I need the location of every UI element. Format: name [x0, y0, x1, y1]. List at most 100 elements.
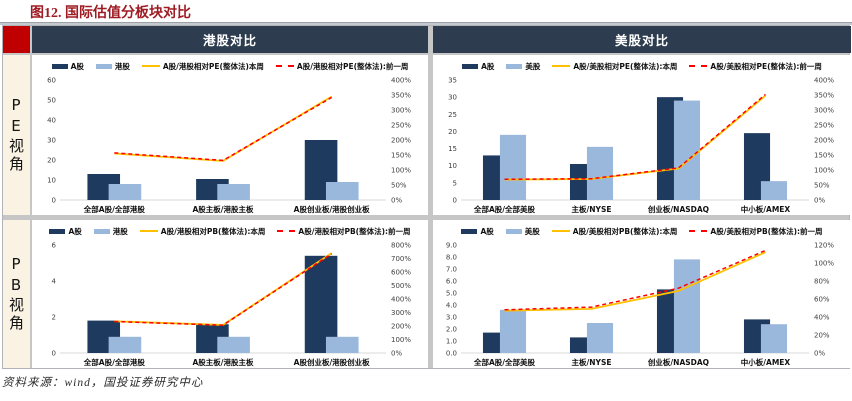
legend-label: A股/美股相对PE(整体法):前一周 [710, 61, 822, 71]
legend-label: A股 [481, 61, 495, 71]
legend-line-swatch [141, 65, 160, 67]
left-axis-tick: 0.0 [446, 350, 457, 358]
chart-legend: A股 港股 A股/港股相对PB(整体法):本周 A股/港股相对PB(整体法):前一周 [32, 220, 428, 239]
category-label: 全部A股/全部美股 [473, 204, 536, 214]
bar-overseas [217, 336, 250, 353]
left-axis-tick: 30 [448, 94, 457, 102]
right-axis-tick: 50% [391, 182, 407, 190]
side-label-pe-text: PE视角 [7, 96, 25, 174]
legend-label: A股/港股相对PE(整体法):前一周 [296, 61, 409, 71]
header-us-comparison: 美股对比 [433, 26, 851, 53]
legend-label: A股 [480, 226, 494, 236]
bar-overseas [673, 100, 701, 200]
category-label: A股创业板/港股创业板 [294, 204, 371, 214]
chart-canvas-pe-us: 051015202530350%50%100%150%200%250%300%3… [448, 77, 834, 215]
right-axis-tick: 300% [391, 309, 411, 317]
chart-pb-hk: A股 港股 A股/港股相对PB(整体法):本周 A股/港股相对PB(整体法):前一周 … [32, 220, 428, 368]
category-label: 中小板/AMEX [741, 204, 791, 214]
line-current-week [504, 94, 767, 181]
category-label: A股创业板/港股创业板 [294, 357, 371, 367]
left-axis-tick: 10 [448, 162, 457, 170]
right-axis-tick: 250% [391, 122, 411, 130]
chart-legend: A股 港股 A股/港股相对PE(整体法)本周 A股/港股相对PE(整体法):前一周 [32, 55, 428, 74]
title-divider [0, 22, 852, 25]
right-axis-tick: 350% [391, 92, 411, 100]
legend-label: 港股 [114, 61, 130, 71]
right-axis-tick: 0% [391, 197, 402, 205]
left-axis-tick: 25 [448, 111, 457, 119]
legend-item: A股 [462, 61, 494, 72]
right-axis-tick: 350% [814, 92, 834, 100]
left-axis-tick: 10 [47, 177, 56, 185]
legend-item: A股 [51, 61, 84, 72]
bar-a-share [304, 255, 338, 353]
left-axis-tick: 5.0 [446, 290, 457, 298]
right-axis-tick: 700% [391, 255, 411, 263]
category-label: 全部A股/全部港股 [83, 204, 146, 214]
right-axis-tick: 50% [814, 182, 830, 190]
right-axis-tick: 40% [814, 314, 830, 322]
left-axis-tick: 20 [448, 128, 457, 136]
right-axis-tick: 300% [391, 107, 411, 115]
legend-label: A股 [68, 226, 82, 236]
left-axis-tick: 1.0 [446, 338, 457, 346]
category-label: 创业板/NASDAQ [647, 204, 709, 214]
bar-overseas [499, 134, 527, 200]
legend-item: 港股 [95, 61, 130, 72]
right-axis-tick: 100% [391, 336, 411, 344]
right-axis-tick: 200% [391, 137, 411, 145]
left-axis-tick: 3.0 [446, 314, 457, 322]
category-label: 主板/NYSE [572, 204, 612, 214]
category-label: 全部A股/全部美股 [473, 357, 536, 367]
legend-label: A股/港股相对PB(整体法):本周 [160, 226, 266, 236]
legend-label: 美股 [525, 61, 541, 71]
legend-item: A股/美股相对PE(整体法):本周 [552, 61, 677, 72]
bar-overseas [760, 324, 788, 353]
legend-item: A股/港股相对PB(整体法):本周 [139, 226, 266, 237]
legend-label: 美股 [524, 226, 540, 236]
legend-bar-swatch [462, 63, 479, 69]
legend-bar-swatch [461, 228, 478, 234]
legend-bar-swatch [93, 228, 110, 234]
side-label-pb: PB视角 [3, 220, 30, 368]
left-axis-tick: 8.0 [446, 254, 457, 262]
chart-canvas-pb-us: 0.0 1.0 2.0 3.0 4.0 5.0 6.0 7.0 8.0 9.0 0% 20% 40% 60… [446, 242, 835, 368]
left-axis-tick: 2.0 [446, 326, 457, 334]
bar-overseas [325, 182, 359, 200]
legend-bar-swatch [505, 228, 522, 234]
accent-red-square [3, 26, 30, 53]
source-note: 资料来源：wind，国投证券研究中心 [2, 377, 204, 389]
legend-bar-swatch [49, 228, 66, 234]
legend-item: A股/港股相对PE(整体法):前一周 [275, 61, 409, 72]
right-axis-tick: 800% [391, 242, 411, 250]
legend-bar-swatch [51, 63, 68, 69]
line-current-week [114, 252, 333, 326]
right-axis-tick: 150% [814, 152, 834, 160]
chart-canvas-pe-hk: 0 10 20 30 40 50 60 0% 50% 100% 150% 200% 250% 300% 35… [47, 77, 411, 215]
header-hk-label: 港股对比 [202, 33, 257, 48]
chart-pe-us: A股 美股 A股/美股相对PE(整体法):本周 A股/美股相对PE(整体法):前一周 … [433, 55, 851, 215]
line-previous-week [504, 249, 766, 311]
right-axis-tick: 400% [391, 296, 411, 304]
figure-title: 图12. 国际估值分板块对比 [30, 6, 191, 21]
right-axis-tick: 0% [814, 350, 825, 358]
header-hk-comparison: 港股对比 [32, 26, 428, 53]
right-axis-tick: 120% [814, 242, 834, 250]
right-axis-tick: 250% [814, 122, 834, 130]
line-previous-week [114, 253, 333, 326]
chart-legend: A股 美股 A股/美股相对PE(整体法):本周 A股/美股相对PE(整体法):前一周 [433, 55, 851, 74]
bar-overseas [108, 184, 142, 200]
legend-line-swatch [275, 65, 294, 67]
left-axis-tick: 35 [448, 77, 457, 85]
right-axis-tick: 200% [814, 137, 834, 145]
bar-overseas [217, 184, 250, 200]
legend-item: A股/港股相对PE(整体法)本周 [141, 61, 264, 72]
category-label: 中小板/AMEX [741, 357, 791, 367]
left-axis-tick: 5 [453, 179, 457, 187]
left-axis-tick: 0 [453, 197, 457, 205]
left-axis-tick: 40 [47, 117, 56, 125]
legend-label: 港股 [112, 226, 128, 236]
left-axis-tick: 20 [47, 157, 56, 165]
bar-overseas [586, 323, 614, 353]
right-axis-tick: 0% [814, 197, 825, 205]
